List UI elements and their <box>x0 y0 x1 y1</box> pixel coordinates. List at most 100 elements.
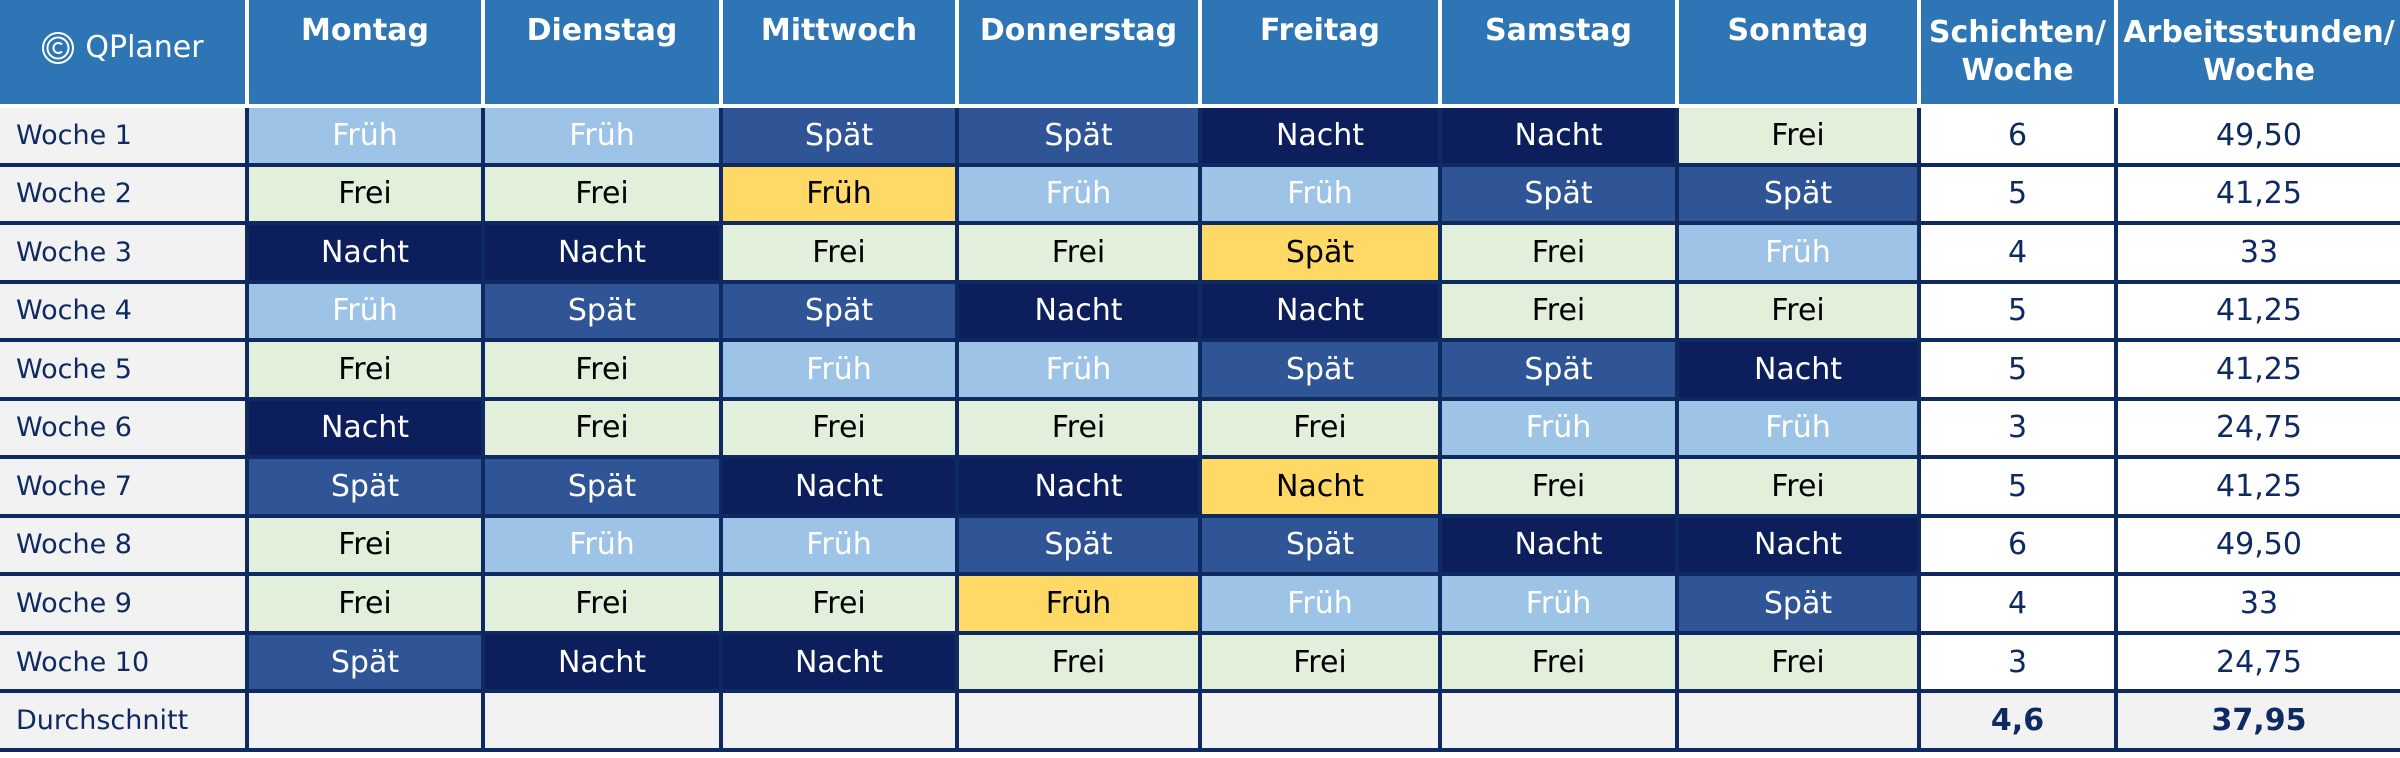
shifts-count-cell: 5 <box>1921 342 2118 401</box>
week-row: Woche 6 Nacht Frei Frei Frei Frei Früh Früh 3 24,… <box>0 400 2400 460</box>
hours-cell: 41,25 <box>2118 283 2400 343</box>
shift-cell-friday: Früh <box>1202 576 1442 635</box>
shift-cell-friday: Spät <box>1202 225 1442 284</box>
shift-cell-friday: Frei <box>1202 634 1442 694</box>
week-row: Woche 7 Spät Spät Nacht Nacht Nacht Frei Frei 5 4… <box>0 459 2400 518</box>
shift-cell-sunday: Spät <box>1679 166 1921 226</box>
shift-cell-tuesday: Frei <box>485 342 723 401</box>
shift-cell-sunday: Früh <box>1679 400 1921 460</box>
shift-cell-thursday: Nacht <box>959 283 1202 343</box>
shift-cell-saturday: Nacht <box>1442 517 1679 577</box>
week-row: Woche 1 Früh Früh Spät Spät Nacht Nacht Frei 6 49… <box>0 108 2400 167</box>
header-friday: Freitag <box>1202 0 1442 108</box>
shift-cell-friday: Nacht <box>1202 459 1442 518</box>
shift-cell-monday: Frei <box>249 517 485 577</box>
header-thursday: Donnerstag <box>959 0 1202 108</box>
week-row: Woche 5 Frei Frei Früh Früh Spät Spät Nacht 5 41,… <box>0 342 2400 401</box>
week-label: Woche 2 <box>0 166 249 226</box>
shift-cell-tuesday: Früh <box>485 517 723 577</box>
header-wednesday: Mittwoch <box>723 0 959 108</box>
shift-cell-thursday: Frei <box>959 225 1202 284</box>
header-tuesday: Dienstag <box>485 0 723 108</box>
shift-cell-sunday: Frei <box>1679 459 1921 518</box>
shift-cell-monday: Frei <box>249 166 485 226</box>
shift-cell-wednesday: Spät <box>723 283 959 343</box>
shift-cell-monday: Nacht <box>249 400 485 460</box>
shift-cell-friday: Spät <box>1202 517 1442 577</box>
shift-cell-saturday: Früh <box>1442 576 1679 635</box>
shift-cell-thursday: Frei <box>959 634 1202 694</box>
shift-cell-thursday: Frei <box>959 400 1202 460</box>
header-shifts-line2: Woche <box>1961 53 2074 88</box>
header-hours-line1: Arbeitsstunden/ <box>2123 15 2395 50</box>
shift-cell-tuesday: Spät <box>485 283 723 343</box>
shift-cell-monday: Frei <box>249 342 485 401</box>
shift-cell-monday: Spät <box>249 459 485 518</box>
shift-cell-monday: Nacht <box>249 225 485 284</box>
hours-cell: 24,75 <box>2118 400 2400 460</box>
shift-cell-saturday: Frei <box>1442 283 1679 343</box>
shift-cell-wednesday: Spät <box>723 108 959 167</box>
hours-cell: 24,75 <box>2118 634 2400 694</box>
hours-cell: 49,50 <box>2118 517 2400 577</box>
shift-cell-friday: Früh <box>1202 166 1442 226</box>
hours-cell: 33 <box>2118 225 2400 284</box>
shift-cell-saturday: Spät <box>1442 342 1679 401</box>
header-saturday: Samstag <box>1442 0 1679 108</box>
logo-text: QPlaner <box>85 30 204 65</box>
header-hours-line2: Woche <box>2202 53 2316 88</box>
week-label: Woche 6 <box>0 400 249 460</box>
week-label: Woche 10 <box>0 634 249 694</box>
shift-cell-tuesday: Frei <box>485 166 723 226</box>
summary-empty-cell <box>249 693 485 752</box>
summary-empty-cell <box>959 693 1202 752</box>
hours-cell: 41,25 <box>2118 342 2400 401</box>
week-label: Woche 9 <box>0 576 249 635</box>
avg-hours-cell: 37,95 <box>2118 693 2400 752</box>
shift-cell-monday: Früh <box>249 283 485 343</box>
hours-cell: 41,25 <box>2118 459 2400 518</box>
shifts-count-cell: 6 <box>1921 517 2118 577</box>
shift-cell-saturday: Früh <box>1442 400 1679 460</box>
shift-cell-monday: Spät <box>249 634 485 694</box>
shift-cell-tuesday: Nacht <box>485 225 723 284</box>
week-label: Woche 5 <box>0 342 249 401</box>
shift-cell-saturday: Nacht <box>1442 108 1679 167</box>
week-row: Woche 3 Nacht Nacht Frei Frei Spät Frei Früh 4 33 <box>0 225 2400 284</box>
shift-cell-wednesday: Frei <box>723 225 959 284</box>
week-row: Woche 9 Frei Frei Frei Früh Früh Früh Spät 4 33 <box>0 576 2400 635</box>
week-label: Woche 8 <box>0 517 249 577</box>
shift-cell-tuesday: Früh <box>485 108 723 167</box>
week-label: Woche 4 <box>0 283 249 343</box>
summary-empty-cell <box>1442 693 1679 752</box>
shift-cell-sunday: Früh <box>1679 225 1921 284</box>
shift-cell-tuesday: Frei <box>485 400 723 460</box>
shift-cell-friday: Spät <box>1202 342 1442 401</box>
shifts-count-cell: 5 <box>1921 459 2118 518</box>
shift-cell-monday: Früh <box>249 108 485 167</box>
shift-cell-saturday: Spät <box>1442 166 1679 226</box>
shift-cell-wednesday: Früh <box>723 517 959 577</box>
week-row: Woche 4 Früh Spät Spät Nacht Nacht Frei Frei 5 41… <box>0 283 2400 343</box>
shifts-count-cell: 3 <box>1921 634 2118 694</box>
shift-cell-sunday: Frei <box>1679 108 1921 167</box>
logo-cell: QPlaner <box>0 0 249 108</box>
shift-cell-saturday: Frei <box>1442 459 1679 518</box>
shift-cell-sunday: Nacht <box>1679 517 1921 577</box>
summary-empty-cell <box>485 693 723 752</box>
summary-empty-cell <box>723 693 959 752</box>
shift-cell-friday: Frei <box>1202 400 1442 460</box>
header-shifts-line1: Schichten/ <box>1928 15 2107 50</box>
week-row: Woche 10 Spät Nacht Nacht Frei Frei Frei Frei 3 2… <box>0 634 2400 694</box>
shift-cell-tuesday: Nacht <box>485 634 723 694</box>
shift-cell-sunday: Frei <box>1679 283 1921 343</box>
hours-cell: 33 <box>2118 576 2400 635</box>
shift-cell-thursday: Spät <box>959 108 1202 167</box>
shifts-count-cell: 6 <box>1921 108 2118 167</box>
avg-shifts-cell: 4,6 <box>1921 693 2118 752</box>
week-row: Woche 8 Frei Früh Früh Spät Spät Nacht Nacht 6 49… <box>0 517 2400 577</box>
copyright-circle-icon <box>42 32 75 64</box>
shift-cell-monday: Frei <box>249 576 485 635</box>
summary-label: Durchschnitt <box>0 693 249 752</box>
